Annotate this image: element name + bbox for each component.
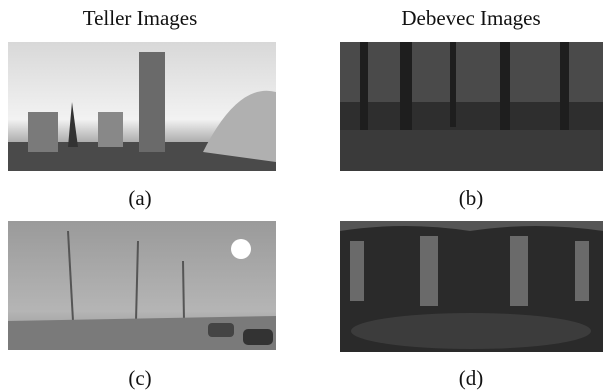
panorama-image — [340, 221, 603, 352]
panel-label: (b) — [421, 186, 521, 211]
panel-label: (c) — [90, 366, 190, 390]
column-title: Debevec Images — [371, 6, 571, 31]
column-title: Teller Images — [40, 6, 240, 31]
panorama-image — [8, 42, 276, 171]
panorama-image — [8, 221, 276, 350]
figure: Teller Images Debevec Images (a) (b) (c)… — [0, 0, 603, 390]
panel-label: (d) — [421, 366, 521, 390]
panorama-image — [340, 42, 603, 171]
panel-label: (a) — [90, 186, 190, 211]
